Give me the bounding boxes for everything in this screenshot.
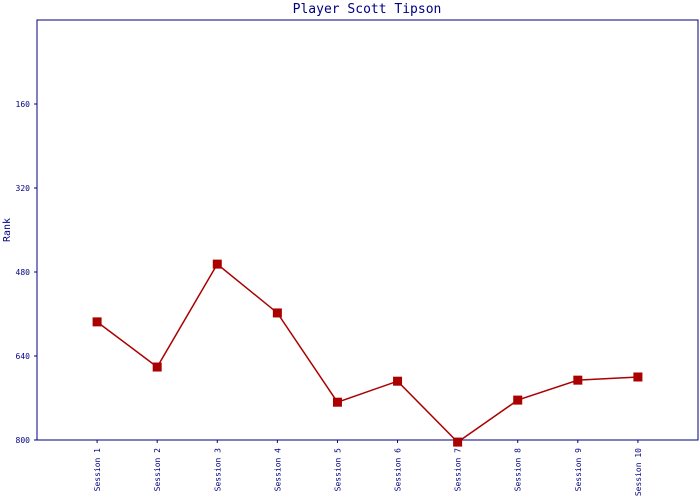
data-point [633, 372, 643, 382]
x-tick-label: Session 7 [454, 448, 463, 492]
x-tick-label: Session 3 [213, 448, 222, 492]
x-tick-label: Session 10 [634, 448, 643, 496]
x-tick-label: Session 4 [273, 448, 282, 492]
series-line [96, 262, 638, 444]
y-tick-label: 640 [16, 352, 31, 361]
data-point [573, 375, 583, 385]
y-tick-label: 480 [16, 268, 31, 277]
x-tick-label: Session 5 [333, 448, 342, 492]
y-tick-label: 800 [16, 436, 31, 445]
y-axis-label: Rank [2, 218, 13, 242]
data-point [152, 362, 162, 372]
data-point [393, 376, 403, 386]
data-point [332, 397, 342, 407]
chart-title: Player Scott Tipson [293, 2, 442, 17]
y-tick-label: 160 [16, 100, 31, 109]
data-point [272, 308, 282, 318]
data-point [92, 317, 102, 327]
x-tick-label: Session 8 [514, 448, 523, 492]
data-point [453, 437, 463, 447]
x-tick-label: Session 6 [394, 448, 403, 492]
x-tick-label: Session 1 [93, 448, 102, 492]
data-point [513, 395, 523, 405]
plot-frame [36, 19, 699, 441]
y-tick-label: 320 [16, 184, 31, 193]
x-tick-label: Session 2 [153, 448, 162, 492]
x-tick-label: Session 9 [574, 448, 583, 492]
data-point [212, 259, 222, 269]
